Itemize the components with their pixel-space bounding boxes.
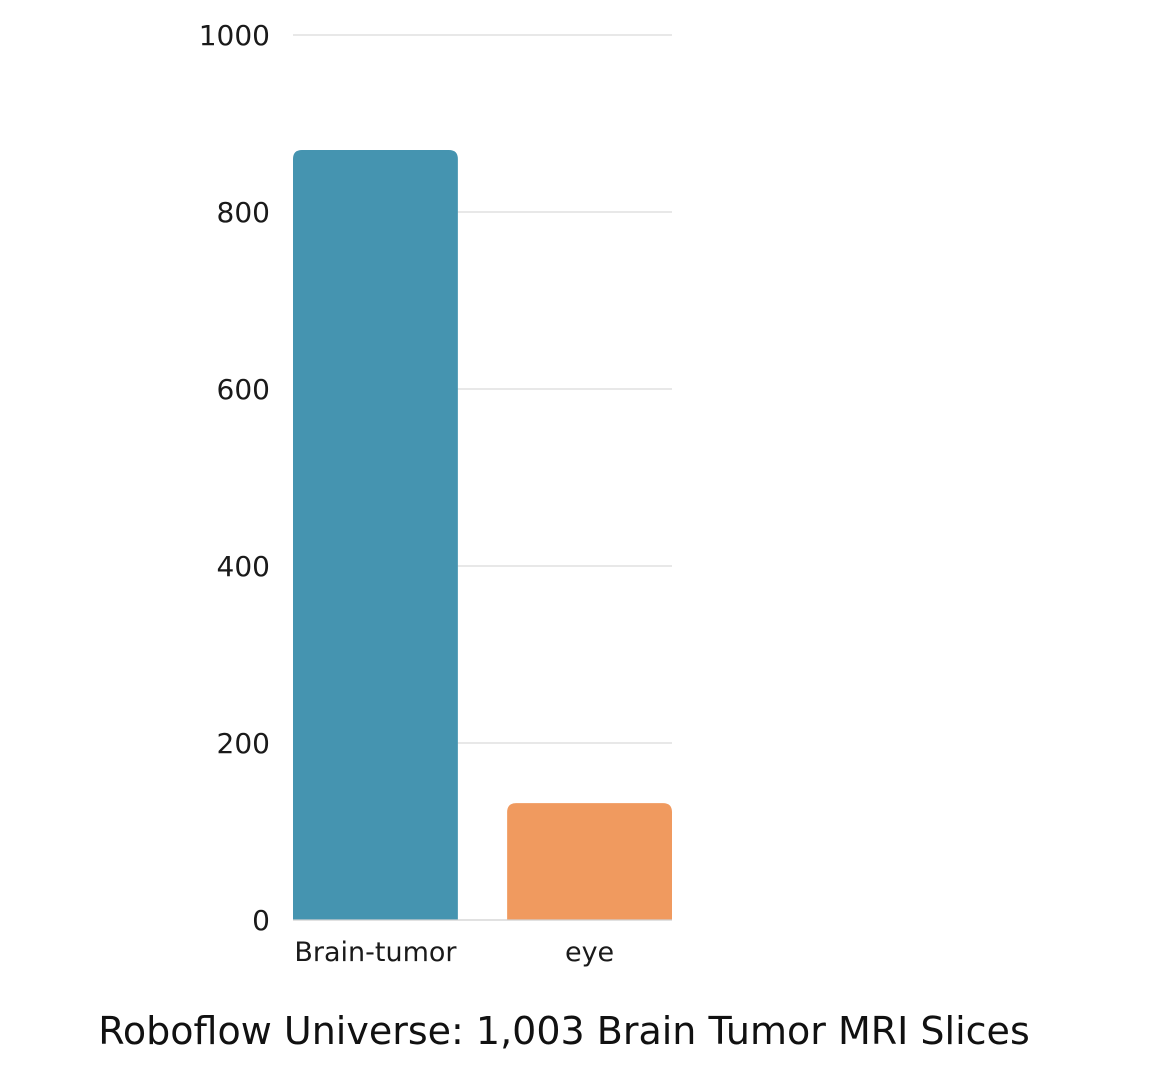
y-tick-label: 1000 [199, 19, 270, 52]
axes: 0 200 400 600 800 1000 Brain-tumor eye [199, 19, 672, 968]
y-tick-label: 600 [217, 373, 270, 406]
bars [293, 150, 672, 921]
y-tick-label: 800 [217, 196, 270, 229]
bar-brain-tumor [293, 150, 458, 921]
y-tick-label: 0 [252, 904, 270, 937]
x-tick-label: Brain-tumor [294, 937, 457, 968]
chart-title: Roboflow Universe: 1,003 Brain Tumor MRI… [98, 1009, 1030, 1053]
x-tick-label: eye [565, 937, 614, 968]
y-tick-label: 400 [217, 550, 270, 583]
bar-eye [507, 803, 672, 920]
y-tick-label: 200 [217, 727, 270, 760]
